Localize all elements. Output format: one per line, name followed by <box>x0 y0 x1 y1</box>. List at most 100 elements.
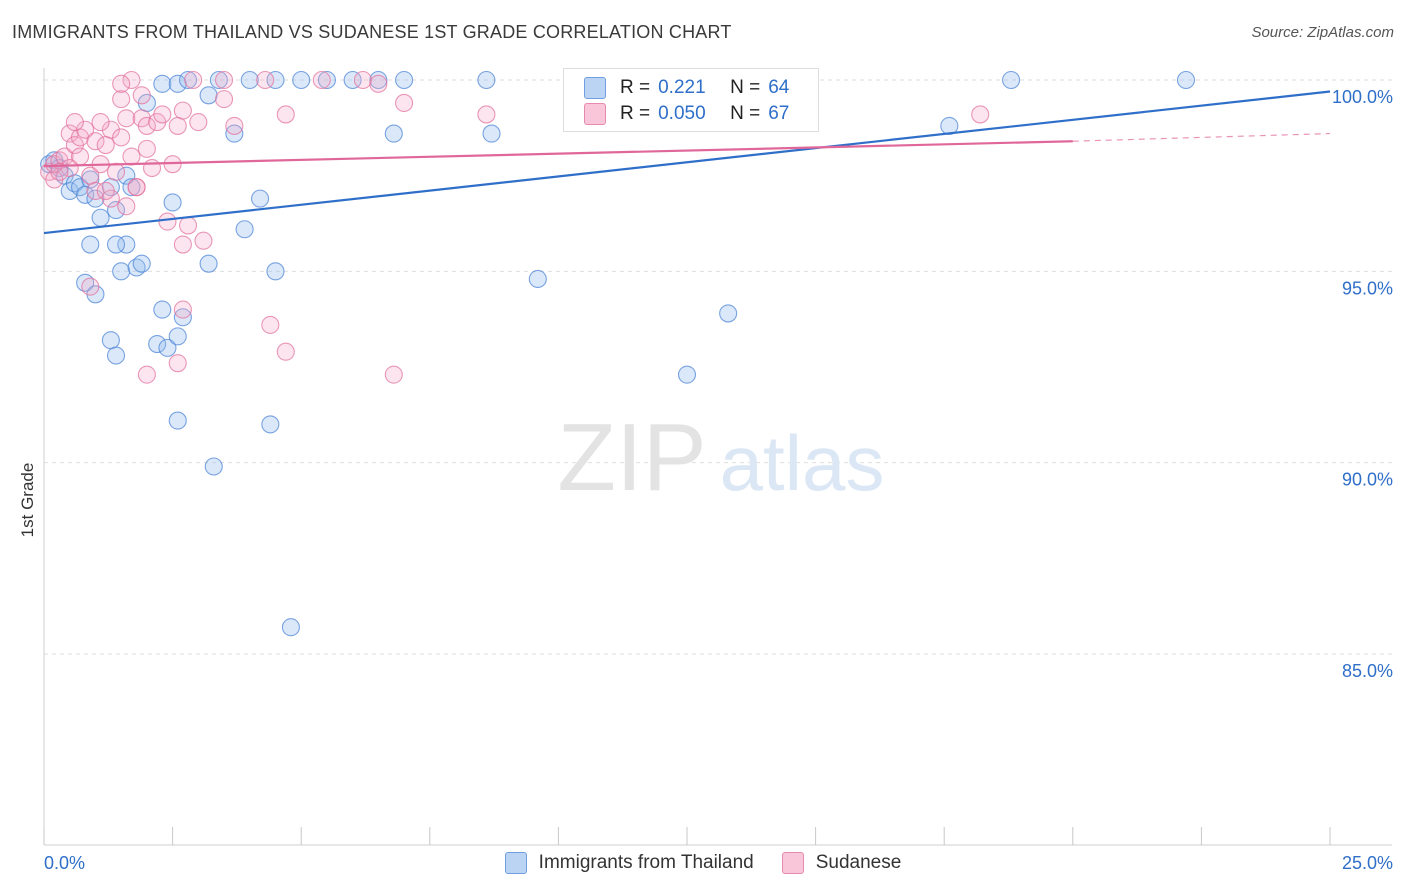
sudanese-trend-extension <box>1072 132 1331 142</box>
thailand-point <box>395 70 414 90</box>
sudanese-point <box>112 128 131 147</box>
thailand-point <box>292 70 311 90</box>
legend-n-value: 64 <box>768 77 790 98</box>
sudanese-point <box>214 90 234 109</box>
thailand-trend-line <box>43 90 1331 235</box>
legend-swatch-blue <box>584 77 606 99</box>
thailand-point <box>81 170 100 189</box>
legend-r-label: R = <box>620 103 651 124</box>
sudanese-point <box>70 147 90 166</box>
sudanese-point <box>112 90 131 109</box>
y-tick-label: 100.0% <box>1332 87 1393 107</box>
sudanese-point <box>122 70 141 90</box>
thailand-point <box>86 189 105 208</box>
sudanese-point <box>395 93 414 113</box>
sudanese-point <box>158 212 177 231</box>
sudanese-point <box>132 86 151 105</box>
sudanese-point <box>168 116 187 135</box>
sudanese-point <box>256 70 275 90</box>
sudanese-point <box>477 105 496 124</box>
sudanese-point <box>117 197 136 216</box>
thailand-point <box>1176 70 1196 90</box>
sudanese-point <box>106 162 126 181</box>
sudanese-point <box>65 113 84 132</box>
x-tick-label: 0.0% <box>44 853 85 873</box>
y-tick-label: 85.0% <box>1342 661 1393 681</box>
legend-swatch-blue <box>504 852 527 874</box>
thailand-point <box>132 254 151 273</box>
axes <box>43 68 1392 846</box>
thailand-point <box>168 411 187 430</box>
legend-r-label: R = <box>620 77 651 98</box>
thailand-point <box>266 262 285 281</box>
thailand-point <box>477 70 496 90</box>
sudanese-point <box>173 235 192 254</box>
thailand-point <box>178 70 198 90</box>
thailand-point <box>168 74 187 93</box>
chart-title: IMMIGRANTS FROM THAILAND VS SUDANESE 1ST… <box>12 22 732 42</box>
watermark-zip: ZIP <box>557 404 706 511</box>
legend-n-label: N = <box>730 77 761 98</box>
sudanese-point <box>76 120 95 139</box>
gridlines <box>44 79 1392 655</box>
thailand-point <box>163 193 182 212</box>
thailand-point <box>719 304 738 323</box>
sudanese-point <box>86 132 105 151</box>
legend-swatch-pink <box>584 103 606 125</box>
thailand-point <box>173 308 192 327</box>
sudanese-point <box>214 70 234 90</box>
sudanese-point <box>276 342 295 361</box>
thailand-point <box>106 235 126 254</box>
sudanese-point <box>50 162 69 181</box>
sudanese-point <box>276 105 295 124</box>
sudanese-point <box>194 231 213 250</box>
thailand-point <box>122 178 141 197</box>
sudanese-point <box>60 124 79 143</box>
legend-row-thailand: R = 0.221 N = 64 <box>584 76 789 100</box>
legend-item-thailand[interactable]: Immigrants from Thailand <box>504 852 754 874</box>
sudanese-point <box>184 70 203 90</box>
thailand-point <box>106 201 126 220</box>
thailand-point <box>266 70 285 90</box>
thailand-point <box>199 254 218 273</box>
thailand-point <box>158 338 177 357</box>
sudanese-point <box>122 147 141 166</box>
thailand-point <box>261 415 280 434</box>
legend-label-sudanese: Sudanese <box>815 852 902 873</box>
sudanese-point <box>96 136 115 155</box>
sudanese-point <box>137 139 156 158</box>
thailand-point <box>148 334 167 354</box>
series-legend: Immigrants from Thailand Sudanese <box>0 852 1406 874</box>
legend-item-sudanese[interactable]: Sudanese <box>781 852 902 874</box>
sudanese-point <box>101 120 120 139</box>
sudanese-point <box>384 365 403 384</box>
thailand-point <box>528 269 547 289</box>
thailand-point <box>209 70 228 90</box>
thailand-point <box>1002 70 1021 90</box>
thailand-point <box>117 235 136 254</box>
sudanese-point <box>225 116 244 135</box>
y-tick-label: 95.0% <box>1342 278 1393 298</box>
thailand-point <box>106 346 126 365</box>
data-points <box>40 70 1196 637</box>
thailand-point <box>168 327 187 346</box>
sudanese-point <box>127 178 146 197</box>
sudanese-trend-line <box>43 140 1073 168</box>
sudanese-point <box>153 105 172 124</box>
thailand-point <box>677 365 697 384</box>
tick-labels: 100.0% 95.0% 90.0% 85.0% 0.0% 25.0% <box>44 87 1393 873</box>
x-tick-label: 25.0% <box>1342 853 1393 873</box>
thailand-point <box>384 124 403 143</box>
thailand-point <box>317 70 336 90</box>
sudanese-point <box>189 113 208 132</box>
legend-r-value: 0.050 <box>658 103 706 124</box>
legend-n-value: 67 <box>768 103 790 124</box>
correlation-legend: R = 0.221 N = 64 R = 0.050 N = 67 <box>563 68 819 132</box>
thailand-point <box>91 208 110 227</box>
sudanese-point <box>137 116 156 135</box>
sudanese-point <box>312 70 331 90</box>
sudanese-point <box>261 315 280 334</box>
thailand-point <box>153 74 172 93</box>
thailand-point <box>240 70 259 90</box>
